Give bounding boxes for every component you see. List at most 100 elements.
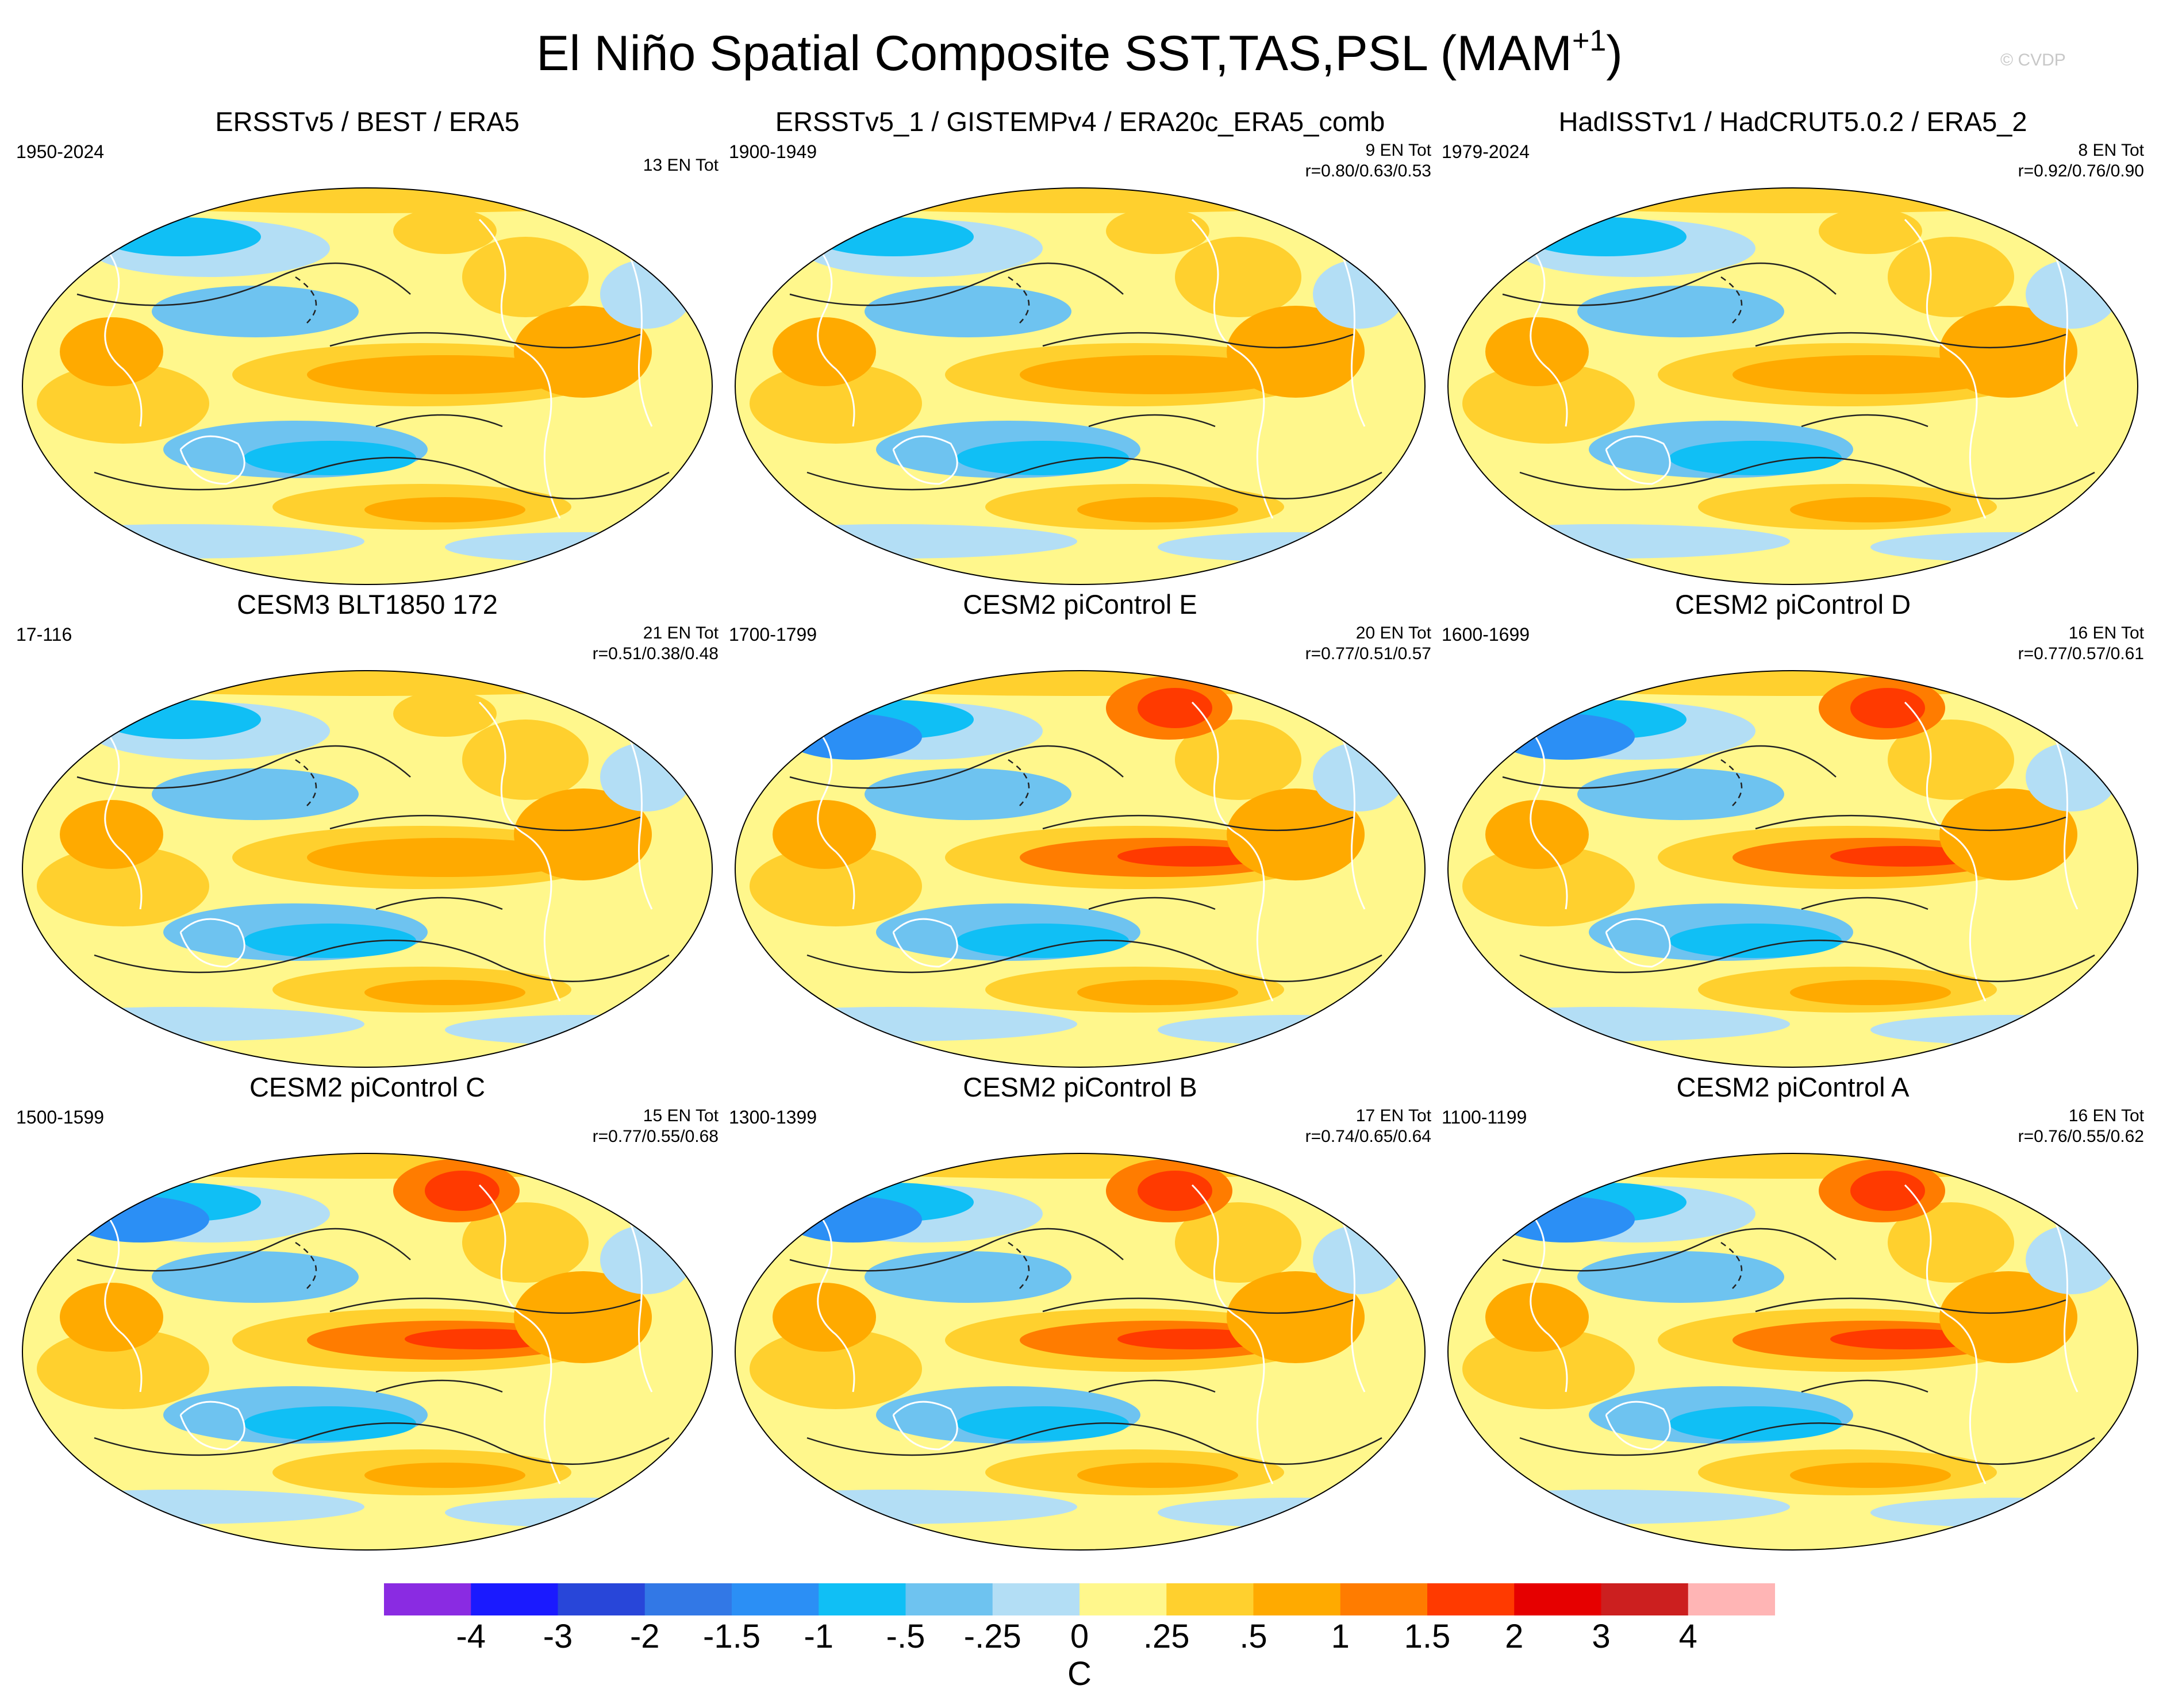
map-outline (22, 187, 713, 585)
coastline (817, 730, 855, 910)
psl-contour (1042, 332, 1354, 349)
psl-contour-negative (295, 1241, 317, 1289)
anomaly-region (1138, 1171, 1212, 1211)
map-plot (735, 1153, 1426, 1551)
anomaly-region (1175, 1202, 1301, 1283)
coastline (892, 1401, 958, 1451)
map-panel-9: CESM2 piControl A 1100-1199 16 EN Tot r=… (1434, 1070, 2152, 1553)
anomaly-field (1448, 671, 2138, 1067)
psl-contour (76, 262, 411, 306)
panel-correlation: r=0.76/0.55/0.62 (2018, 1127, 2144, 1146)
colorbar-swatch (1427, 1583, 1515, 1615)
anomaly-region (784, 714, 922, 760)
anomaly-region (1830, 363, 1980, 384)
coastline (2053, 1219, 2079, 1392)
psl-contour (1801, 414, 1928, 428)
panel-title: CESM2 piControl B (963, 1072, 1197, 1102)
coastline (478, 218, 561, 519)
colorbar-tick-label: .5 (1239, 1618, 1267, 1652)
panel-title: ERSSTv5_1 / GISTEMPv4 / ERA20c_ERA5_comb (775, 106, 1385, 137)
anomaly-region (462, 720, 589, 800)
psl-contour (1088, 414, 1216, 428)
map-outline (1447, 670, 2138, 1068)
colorbar-tick-label: -1.5 (703, 1618, 760, 1652)
colorbar-swatch (1253, 1583, 1341, 1615)
anomaly-region (393, 208, 497, 254)
panel-years: 1600-1699 (1442, 624, 1530, 645)
anomaly-region (37, 846, 209, 926)
psl-contour (329, 1297, 641, 1314)
map-outline (735, 670, 1426, 1068)
colorbar-unit: C (1067, 1655, 1092, 1692)
colorbar-swatch (384, 1583, 471, 1615)
figure-title: El Niño Spatial Composite SST,TAS,PSL (M… (0, 22, 2159, 85)
anomaly-region (1669, 924, 1842, 958)
anomaly-field (22, 188, 712, 584)
anomaly-region (773, 800, 876, 869)
anomaly-region (1175, 720, 1301, 800)
psl-contour-negative (1720, 759, 1743, 806)
psl-contour (1755, 332, 2066, 349)
psl-contour-negative (1008, 1241, 1030, 1289)
colorbar-tick-label: -2 (630, 1618, 660, 1652)
psl-contour (1042, 814, 1354, 832)
anomaly-region (1790, 980, 1951, 1005)
map-plot (735, 670, 1426, 1068)
map-panel-3: HadISSTv1 / HadCRUT5.0.2 / ERA5_2 1979-2… (1434, 105, 2152, 587)
anomaly-region (514, 1271, 652, 1363)
anomaly-region (60, 317, 163, 386)
psl-contour (1088, 1379, 1216, 1393)
panel-title: CESM3 BLT1850 172 (237, 589, 498, 620)
anomaly-region (462, 1202, 589, 1283)
psl-contour-negative (1720, 276, 1743, 324)
anomaly-region (445, 1015, 712, 1045)
colorbar-tick-label: 3 (1592, 1618, 1610, 1652)
map-plot (1447, 187, 2138, 585)
psl-contour (1088, 897, 1216, 910)
psl-contour (1519, 1422, 2095, 1465)
colorbar-tick-label: 4 (1679, 1618, 1697, 1652)
anomaly-region (1669, 441, 1842, 475)
colorbar: -4 -3 -2 -1.5 -1 -.5 -.25 0 .25 .5 1 1.5 2 3 4 (384, 1583, 1775, 1652)
anomaly-region (1870, 1498, 2138, 1528)
panel-en-total: 21 EN Tot (643, 624, 719, 643)
panel-en-total: 8 EN Tot (2078, 141, 2144, 160)
colorbar-tick-label: -.25 (964, 1618, 1021, 1652)
coastline (1605, 918, 1671, 968)
map-plot (22, 187, 713, 585)
panel-years: 1950-2024 (16, 141, 105, 162)
anomaly-region (364, 980, 525, 1005)
coastline (628, 253, 653, 427)
anomaly-region (750, 363, 922, 444)
anomaly-region (1077, 980, 1238, 1005)
map-plot (22, 670, 713, 1068)
coastline (1340, 736, 1366, 910)
anomaly-region (445, 1498, 712, 1528)
panel-en-total: 16 EN Tot (2068, 624, 2144, 643)
panel-correlation: r=0.92/0.76/0.90 (2018, 161, 2144, 180)
colorbar-tick-label: 1.5 (1404, 1618, 1451, 1652)
anomaly-region (1669, 1406, 1842, 1441)
map-panel-5: CESM2 piControl E 1700-1799 20 EN Tot r=… (721, 587, 1439, 1070)
psl-contour (789, 745, 1124, 789)
coastline (2053, 736, 2079, 910)
anomaly-region (22, 1490, 364, 1524)
anomaly-region (750, 1329, 922, 1409)
anomaly-region (37, 363, 209, 444)
psl-contour-negative (295, 276, 317, 324)
panel-en-total: 20 EN Tot (1355, 624, 1431, 643)
anomaly-region (735, 524, 1077, 559)
anomaly-region (405, 846, 554, 867)
anomaly-region (956, 924, 1129, 958)
anomaly-region (1227, 1271, 1365, 1363)
coastline (817, 248, 855, 427)
panel-en-total: 13 EN Tot (643, 156, 719, 175)
anomaly-region (152, 286, 359, 337)
colorbar-swatch (1080, 1583, 1167, 1615)
anomaly-region (1888, 237, 2014, 317)
anomaly-region (784, 1197, 922, 1242)
panel-years: 1100-1199 (1442, 1107, 1527, 1128)
colorbar-swatch (819, 1583, 906, 1615)
psl-contour (76, 1228, 411, 1272)
panel-title: CESM2 piControl C (249, 1072, 486, 1102)
